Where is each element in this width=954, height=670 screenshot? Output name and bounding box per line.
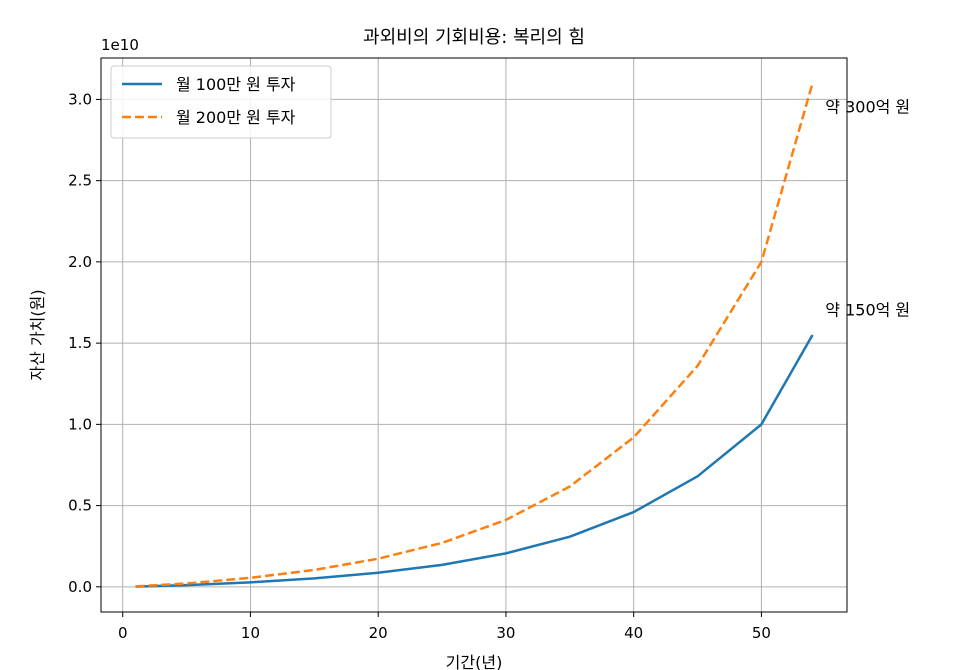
y-tick-label: 1.5 xyxy=(68,334,92,352)
x-tick-label: 50 xyxy=(752,624,771,642)
y-axis-ticks: 0.0 0.5 1.0 1.5 2.0 2.5 3.0 xyxy=(68,90,101,596)
series-lines xyxy=(135,82,814,588)
annotation-label: 약 300억 원 xyxy=(825,98,910,117)
x-axis-ticks: 0 10 20 30 40 50 xyxy=(118,612,771,642)
series-line-1 xyxy=(135,334,814,588)
x-tick-label: 30 xyxy=(496,624,515,642)
y-tick-label: 3.0 xyxy=(68,90,92,108)
x-tick-label: 20 xyxy=(369,624,388,642)
legend-label-series-2: 월 200만 원 투자 xyxy=(176,108,296,127)
series-line-2 xyxy=(135,82,814,588)
x-tick-label: 40 xyxy=(624,624,643,642)
chart-title: 과외비의 기회비용: 복리의 힘 xyxy=(363,27,585,48)
legend: 월 100만 원 투자 월 200만 원 투자 xyxy=(110,65,332,139)
legend-box xyxy=(110,65,332,139)
y-tick-label: 2.0 xyxy=(68,253,92,271)
legend-label-series-1: 월 100만 원 투자 xyxy=(176,75,296,94)
y-tick-label: 2.5 xyxy=(68,172,92,190)
annotation-label: 약 150억 원 xyxy=(825,301,910,320)
y-tick-label: 0.0 xyxy=(68,578,92,596)
grid-lines xyxy=(101,58,847,612)
y-offset-text: 1e10 xyxy=(101,36,139,54)
plot-area-frame xyxy=(100,57,848,613)
y-axis-label: 자산 가치(원) xyxy=(28,289,47,380)
y-tick-label: 1.0 xyxy=(68,415,92,433)
x-tick-label: 0 xyxy=(118,624,128,642)
y-tick-label: 0.5 xyxy=(68,497,92,515)
x-axis-label: 기간(년) xyxy=(446,653,503,670)
annotations: 약 300억 원약 150억 원 xyxy=(825,98,910,320)
x-tick-label: 10 xyxy=(241,624,260,642)
